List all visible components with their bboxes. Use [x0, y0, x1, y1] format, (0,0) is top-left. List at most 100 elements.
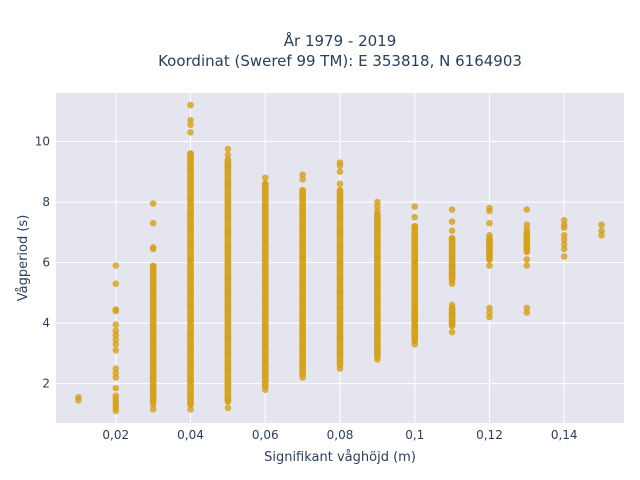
data-point	[336, 159, 344, 166]
data-point	[336, 244, 344, 251]
data-point	[336, 228, 344, 236]
data-point	[374, 298, 381, 306]
data-point	[149, 406, 157, 413]
data-point	[112, 369, 120, 377]
data-point	[336, 365, 344, 372]
data-point	[336, 350, 344, 357]
data-point	[261, 265, 269, 272]
data-point	[336, 259, 344, 266]
x-tick-label: 0,12	[476, 428, 503, 442]
data-point	[224, 180, 232, 188]
data-point	[224, 365, 232, 372]
chart-title-line1: År 1979 - 2019	[284, 31, 397, 50]
data-point	[149, 200, 157, 207]
y-axis-label: Vågperiod (s)	[16, 215, 31, 302]
data-point	[224, 289, 232, 297]
data-point	[411, 322, 419, 330]
data-point	[261, 356, 269, 363]
data-point	[523, 309, 531, 316]
data-point	[448, 271, 456, 278]
data-point	[560, 241, 568, 248]
data-point	[448, 244, 456, 251]
data-point	[374, 203, 381, 210]
data-point	[486, 313, 493, 321]
data-point	[336, 168, 344, 176]
data-point	[187, 406, 194, 413]
data-point	[299, 171, 306, 179]
data-point	[112, 306, 120, 313]
data-point	[448, 301, 456, 309]
data-point	[187, 116, 194, 124]
data-point	[299, 328, 306, 336]
x-axis-label: Signifikant våghöjd (m)	[264, 450, 416, 465]
data-point	[149, 289, 157, 297]
data-point	[411, 247, 419, 254]
data-point	[448, 227, 456, 235]
data-point	[261, 371, 269, 378]
data-band	[149, 262, 157, 405]
data-point	[261, 280, 269, 288]
data-point	[187, 165, 194, 172]
data-point	[486, 238, 493, 245]
data-point	[560, 253, 568, 260]
data-point	[411, 235, 419, 242]
y-tick-label: 4	[42, 316, 50, 330]
data-point	[261, 340, 269, 348]
data-point	[187, 180, 194, 188]
data-point	[374, 207, 381, 215]
x-tick-label: 0,14	[551, 428, 578, 442]
data-point	[149, 219, 157, 227]
data-point	[261, 386, 269, 393]
data-point	[486, 250, 493, 257]
data-point	[486, 204, 493, 212]
data-point	[336, 274, 344, 281]
chart-title-line2: Koordinat (Sweref 99 TM): E 353818, N 61…	[158, 52, 522, 70]
data-point	[224, 145, 232, 153]
data-point	[261, 204, 269, 212]
data-point	[486, 244, 493, 251]
data-point	[149, 362, 157, 369]
y-tick-label: 10	[35, 134, 50, 148]
data-point	[336, 213, 344, 221]
data-point	[336, 304, 344, 312]
data-point	[112, 331, 120, 339]
data-point	[411, 340, 419, 348]
data-point	[261, 325, 269, 333]
data-point	[224, 334, 232, 342]
data-point	[336, 198, 344, 206]
data-point	[187, 301, 194, 309]
data-point	[523, 206, 531, 213]
data-point	[299, 222, 306, 230]
data-point	[224, 404, 232, 412]
data-point	[374, 283, 381, 291]
data-point	[224, 198, 232, 206]
data-point	[448, 328, 456, 336]
data-point	[112, 321, 120, 328]
data-point	[486, 304, 493, 312]
data-point	[374, 328, 381, 336]
data-point	[411, 313, 419, 321]
data-point	[261, 174, 269, 182]
data-point	[224, 350, 232, 357]
data-point	[560, 231, 568, 239]
data-point	[374, 344, 381, 351]
data-point	[411, 213, 419, 221]
data-point	[187, 392, 194, 400]
data-point	[523, 241, 531, 248]
data-point	[448, 253, 456, 260]
data-point	[261, 235, 269, 242]
data-point	[374, 253, 381, 260]
data-point	[523, 248, 531, 256]
data-point	[187, 225, 194, 233]
data-point	[224, 228, 232, 236]
data-point	[486, 262, 493, 269]
data-point	[560, 245, 568, 253]
data-point	[411, 259, 419, 266]
data-point	[448, 319, 456, 327]
x-tick-label: 0,08	[327, 428, 354, 442]
x-tick-label: 0,04	[177, 428, 204, 442]
data-point	[75, 393, 82, 401]
data-point	[523, 262, 531, 269]
data-point	[224, 213, 232, 221]
